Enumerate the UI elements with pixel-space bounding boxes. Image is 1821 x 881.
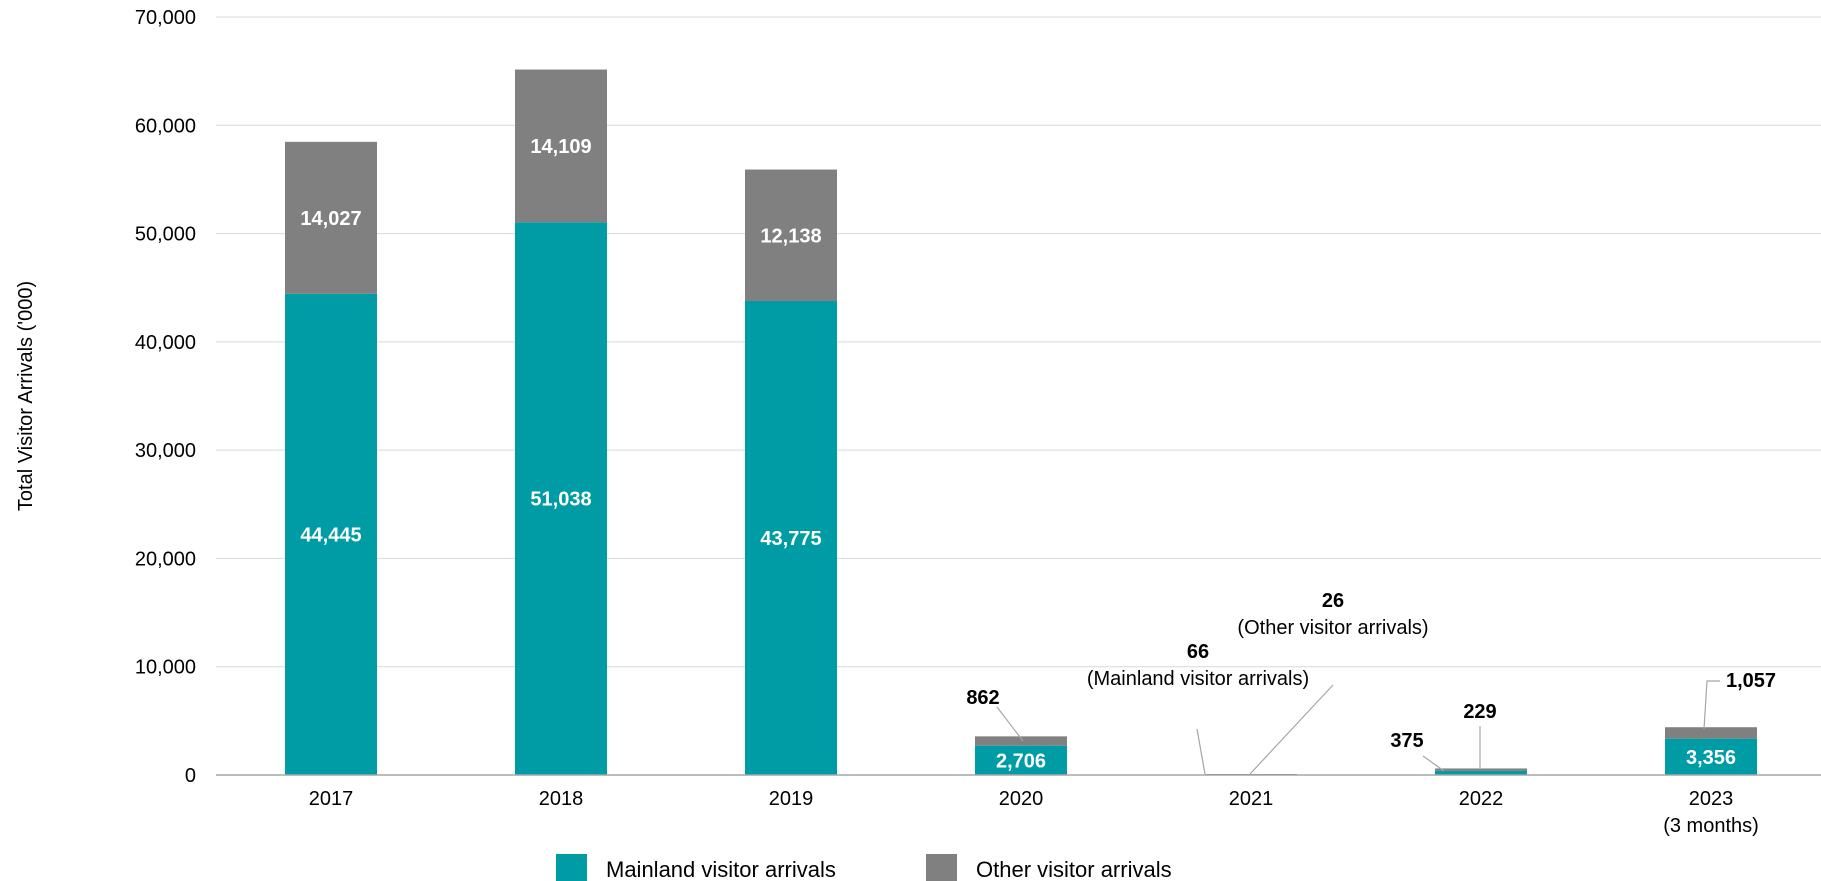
data-label-mainland: 44,445	[300, 524, 361, 546]
y-tick-label: 40,000	[135, 332, 196, 354]
data-label-other: 229	[1463, 701, 1496, 723]
legend-label: Mainland visitor arrivals	[606, 857, 836, 881]
data-label-mainland: 3,356	[1686, 747, 1736, 769]
legend-swatch	[556, 854, 587, 881]
data-label-other: 1,057	[1726, 670, 1776, 692]
x-tick-sublabel: (3 months)	[1663, 815, 1759, 837]
y-tick-label: 0	[185, 765, 196, 787]
bar-mainland	[1665, 738, 1757, 775]
data-labels: 44,445 14,027 51,038 14,109 43,775 12,138 2,70…	[300, 136, 1776, 772]
x-axis-ticks: 2017 2018 2019 2020 2021 2022 2023 (3 months)	[309, 788, 1759, 837]
y-tick-label: 60,000	[135, 115, 196, 137]
bar-mainland	[975, 745, 1067, 775]
bar-other	[975, 736, 1067, 746]
x-tick-label: 2017	[309, 788, 354, 810]
bar-other	[285, 141, 377, 294]
annotation-other: (Other visitor arrivals)	[1237, 617, 1428, 639]
y-tick-label: 70,000	[135, 7, 196, 29]
callouts	[996, 680, 1720, 775]
data-label-other: 12,138	[760, 225, 821, 247]
x-tick-label: 2021	[1229, 788, 1274, 810]
annotation-mainland: (Mainland visitor arrivals)	[1087, 668, 1309, 690]
callout-line	[1249, 684, 1334, 775]
x-tick-label: 2018	[539, 788, 584, 810]
callout-line	[1703, 680, 1720, 730]
x-tick-label: 2023	[1689, 788, 1734, 810]
y-tick-label: 10,000	[135, 657, 196, 679]
legend: Mainland visitor arrivals Other visitor a…	[556, 854, 1172, 881]
legend-label: Other visitor arrivals	[976, 857, 1172, 881]
y-tick-label: 50,000	[135, 224, 196, 246]
x-tick-label: 2020	[999, 788, 1044, 810]
legend-swatch	[926, 854, 957, 881]
data-label-mainland: 51,038	[530, 489, 591, 511]
data-label-mainland: 66	[1187, 641, 1209, 663]
y-tick-label: 20,000	[135, 548, 196, 570]
bar-other	[1665, 727, 1757, 739]
callout-line	[1196, 728, 1206, 775]
callout-line	[1422, 755, 1445, 772]
bar-other	[515, 69, 607, 223]
bar-mainland	[1435, 770, 1527, 775]
x-tick-label: 2019	[769, 788, 814, 810]
data-label-other: 14,109	[530, 136, 591, 158]
data-label-mainland: 43,775	[760, 528, 821, 550]
data-label-mainland: 2,706	[996, 750, 1046, 772]
bar-mainland	[285, 293, 377, 775]
gridlines	[216, 16, 1821, 668]
y-axis-title: Total Visitor Arrivals ('000)	[15, 281, 37, 511]
y-axis-ticks: 0 10,000 20,000 30,000 40,000 50,000 60,000 70,…	[135, 7, 196, 787]
callout-line	[996, 706, 1024, 742]
data-label-other: 862	[966, 687, 999, 709]
bar-other	[1435, 768, 1527, 771]
data-label-other: 26	[1322, 590, 1344, 612]
bar-other	[745, 169, 837, 301]
data-label-other: 14,027	[300, 208, 361, 230]
y-tick-label: 30,000	[135, 440, 196, 462]
bar-mainland	[745, 300, 837, 775]
data-label-mainland: 375	[1390, 730, 1423, 752]
bars	[285, 69, 1757, 776]
bar-mainland	[515, 222, 607, 776]
x-tick-label: 2022	[1459, 788, 1504, 810]
